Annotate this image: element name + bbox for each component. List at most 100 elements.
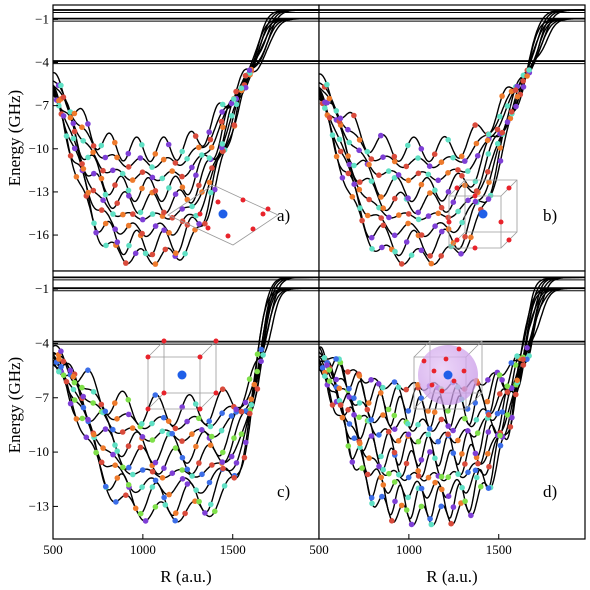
curve-marker [339, 414, 346, 421]
curve-marker [139, 185, 145, 192]
curve-marker [485, 196, 492, 202]
curve-marker [392, 498, 398, 505]
curve-marker [112, 442, 118, 448]
curve-marker [448, 520, 454, 527]
curve-marker [139, 230, 145, 237]
curve-marker [392, 248, 398, 255]
curve-marker [206, 418, 212, 425]
curve-marker [196, 144, 202, 151]
curve-marker [113, 499, 119, 505]
curve-marker [364, 406, 371, 413]
potential-curve [319, 276, 585, 467]
curve-marker [378, 215, 385, 221]
curve-marker [242, 84, 249, 91]
atom-marker [454, 237, 460, 243]
curve-marker [161, 209, 167, 216]
curve-marker [514, 353, 520, 359]
curve-marker [91, 431, 97, 438]
curve-marker [432, 187, 438, 193]
curve-marker [472, 122, 479, 128]
curve-marker [212, 186, 218, 193]
curve-marker [218, 118, 225, 125]
curve-marker [494, 140, 501, 147]
curve-marker [254, 386, 261, 392]
curve-marker [431, 151, 438, 157]
curve-marker [468, 234, 474, 241]
curve-marker [73, 174, 80, 180]
curve-marker [405, 421, 411, 427]
potential-curve [319, 276, 585, 482]
curve-marker [364, 148, 371, 155]
curve-marker [485, 169, 491, 175]
curve-marker [248, 402, 255, 408]
curve-marker [486, 463, 492, 470]
curve-marker [432, 223, 438, 229]
curve-marker [418, 232, 425, 238]
curve-marker [455, 167, 461, 173]
curve-marker [98, 142, 105, 149]
curve-marker [346, 161, 353, 168]
curve-marker [172, 517, 178, 524]
curve-marker [254, 368, 260, 375]
curve-marker [396, 471, 402, 478]
curve-marker [445, 423, 452, 429]
potential-curve [53, 287, 319, 427]
atom-marker [265, 206, 271, 212]
atom-marker [240, 197, 246, 203]
curve-marker [85, 416, 91, 423]
curve-marker [496, 372, 503, 378]
curve-marker [208, 144, 215, 151]
curve-marker [196, 498, 202, 505]
curve-marker [112, 462, 118, 469]
curve-marker [254, 351, 261, 358]
curve-marker [450, 154, 456, 161]
potential-curve [53, 18, 319, 238]
curve-marker [139, 216, 146, 223]
curve-marker [152, 477, 159, 484]
curve-marker [403, 386, 410, 393]
curve-marker [359, 465, 365, 471]
curve-marker [508, 109, 515, 115]
curve-marker [366, 196, 372, 203]
curve-marker [238, 408, 245, 415]
y-tick-label: −1 [35, 281, 49, 296]
potential-curve [319, 9, 585, 221]
curve-marker [152, 188, 159, 194]
curve-marker [149, 211, 156, 217]
curve-marker [351, 181, 358, 187]
curve-marker [450, 199, 457, 205]
curve-marker [427, 449, 433, 455]
curve-marker [439, 228, 445, 235]
curve-marker [60, 372, 67, 379]
curve-marker [207, 423, 214, 430]
atom-marker [161, 390, 167, 396]
curve-marker [415, 421, 421, 428]
curve-marker [368, 377, 374, 383]
curve-marker [184, 466, 191, 473]
curve-marker [438, 416, 445, 423]
curve-marker [458, 153, 465, 160]
curve-marker [380, 482, 387, 488]
curve-marker [497, 442, 504, 449]
curve-marker [425, 171, 432, 178]
curve-marker [512, 87, 519, 93]
curve-marker [391, 479, 398, 485]
curve-marker [172, 160, 179, 166]
curve-marker [445, 474, 452, 481]
curve-marker [179, 467, 185, 473]
curve-marker [445, 493, 452, 500]
curve-marker [508, 360, 515, 366]
curve-marker [80, 393, 86, 400]
curve-marker [70, 373, 77, 380]
curve-marker [152, 459, 159, 466]
curve-marker [391, 175, 398, 181]
curve-marker [329, 132, 336, 138]
curve-marker [346, 385, 352, 392]
curve-marker [378, 453, 384, 460]
curve-marker [514, 377, 520, 384]
curve-marker [378, 194, 384, 200]
curve-marker [497, 391, 503, 397]
curve-marker [462, 158, 468, 164]
curve-marker [193, 443, 199, 450]
atom-marker [431, 368, 437, 374]
